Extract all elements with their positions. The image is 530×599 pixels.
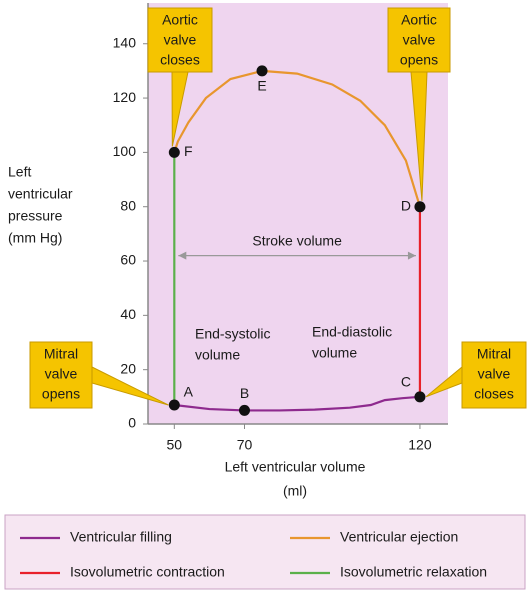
y-tick-label: 80 [120,197,136,213]
legend-label: Ventricular ejection [340,529,458,545]
legend-label: Isovolumetric relaxation [340,564,487,580]
point-label: D [401,197,411,213]
y-tick-label: 60 [120,252,136,268]
point-label: F [184,143,193,159]
x-axis-label: Left ventricular volume [225,459,366,475]
callout-text: Mitral [477,346,511,362]
y-tick-label: 140 [113,34,137,50]
callout-text: closes [160,52,200,68]
callout-box [387,7,451,73]
callout-text: Aortic [401,12,437,28]
callout-box [461,341,527,409]
legend-label: Isovolumetric contraction [70,564,225,580]
point [256,65,268,77]
point [168,146,180,158]
x-tick-label: 70 [237,437,253,453]
callout-text: opens [400,52,438,68]
y-axis-label: (mm Hg) [8,230,62,246]
legend-label: Ventricular filling [70,529,172,545]
callout-text: closes [474,386,514,402]
y-tick-label: 20 [120,360,136,376]
note: volume [195,347,240,363]
callout-box [147,7,213,73]
legend-box [4,514,526,590]
series-line [173,69,421,208]
y-tick-label: 40 [120,306,136,322]
point-label: B [240,385,249,401]
x-tick-label: 120 [408,437,432,453]
y-axis-label: ventricular [8,186,73,202]
y-axis-label: Left [8,164,31,180]
point [168,399,180,411]
point [414,201,426,213]
callout-text: valve [478,366,511,382]
point-label: A [184,384,194,400]
note: End-diastolic [312,324,392,340]
note: End-systolic [195,326,270,342]
y-tick-label: 0 [128,415,136,431]
stroke-volume-label: Stroke volume [252,232,342,248]
y-axis-label: pressure [8,208,63,224]
callout-text: valve [403,32,436,48]
callout-text: valve [164,32,197,48]
callout-text: valve [45,366,78,382]
point-label: E [257,78,266,94]
y-tick-label: 120 [113,89,137,105]
point [238,404,250,416]
y-tick-label: 100 [113,143,137,159]
callout-text: opens [42,386,80,402]
point [414,391,426,403]
series-line [174,395,421,412]
callout-text: Aortic [162,12,198,28]
callout-text: Mitral [44,346,78,362]
point-label: C [401,374,411,390]
note: volume [312,345,357,361]
callout-box [29,341,93,409]
x-axis-label: (ml) [283,483,307,499]
x-tick-label: 50 [167,437,183,453]
